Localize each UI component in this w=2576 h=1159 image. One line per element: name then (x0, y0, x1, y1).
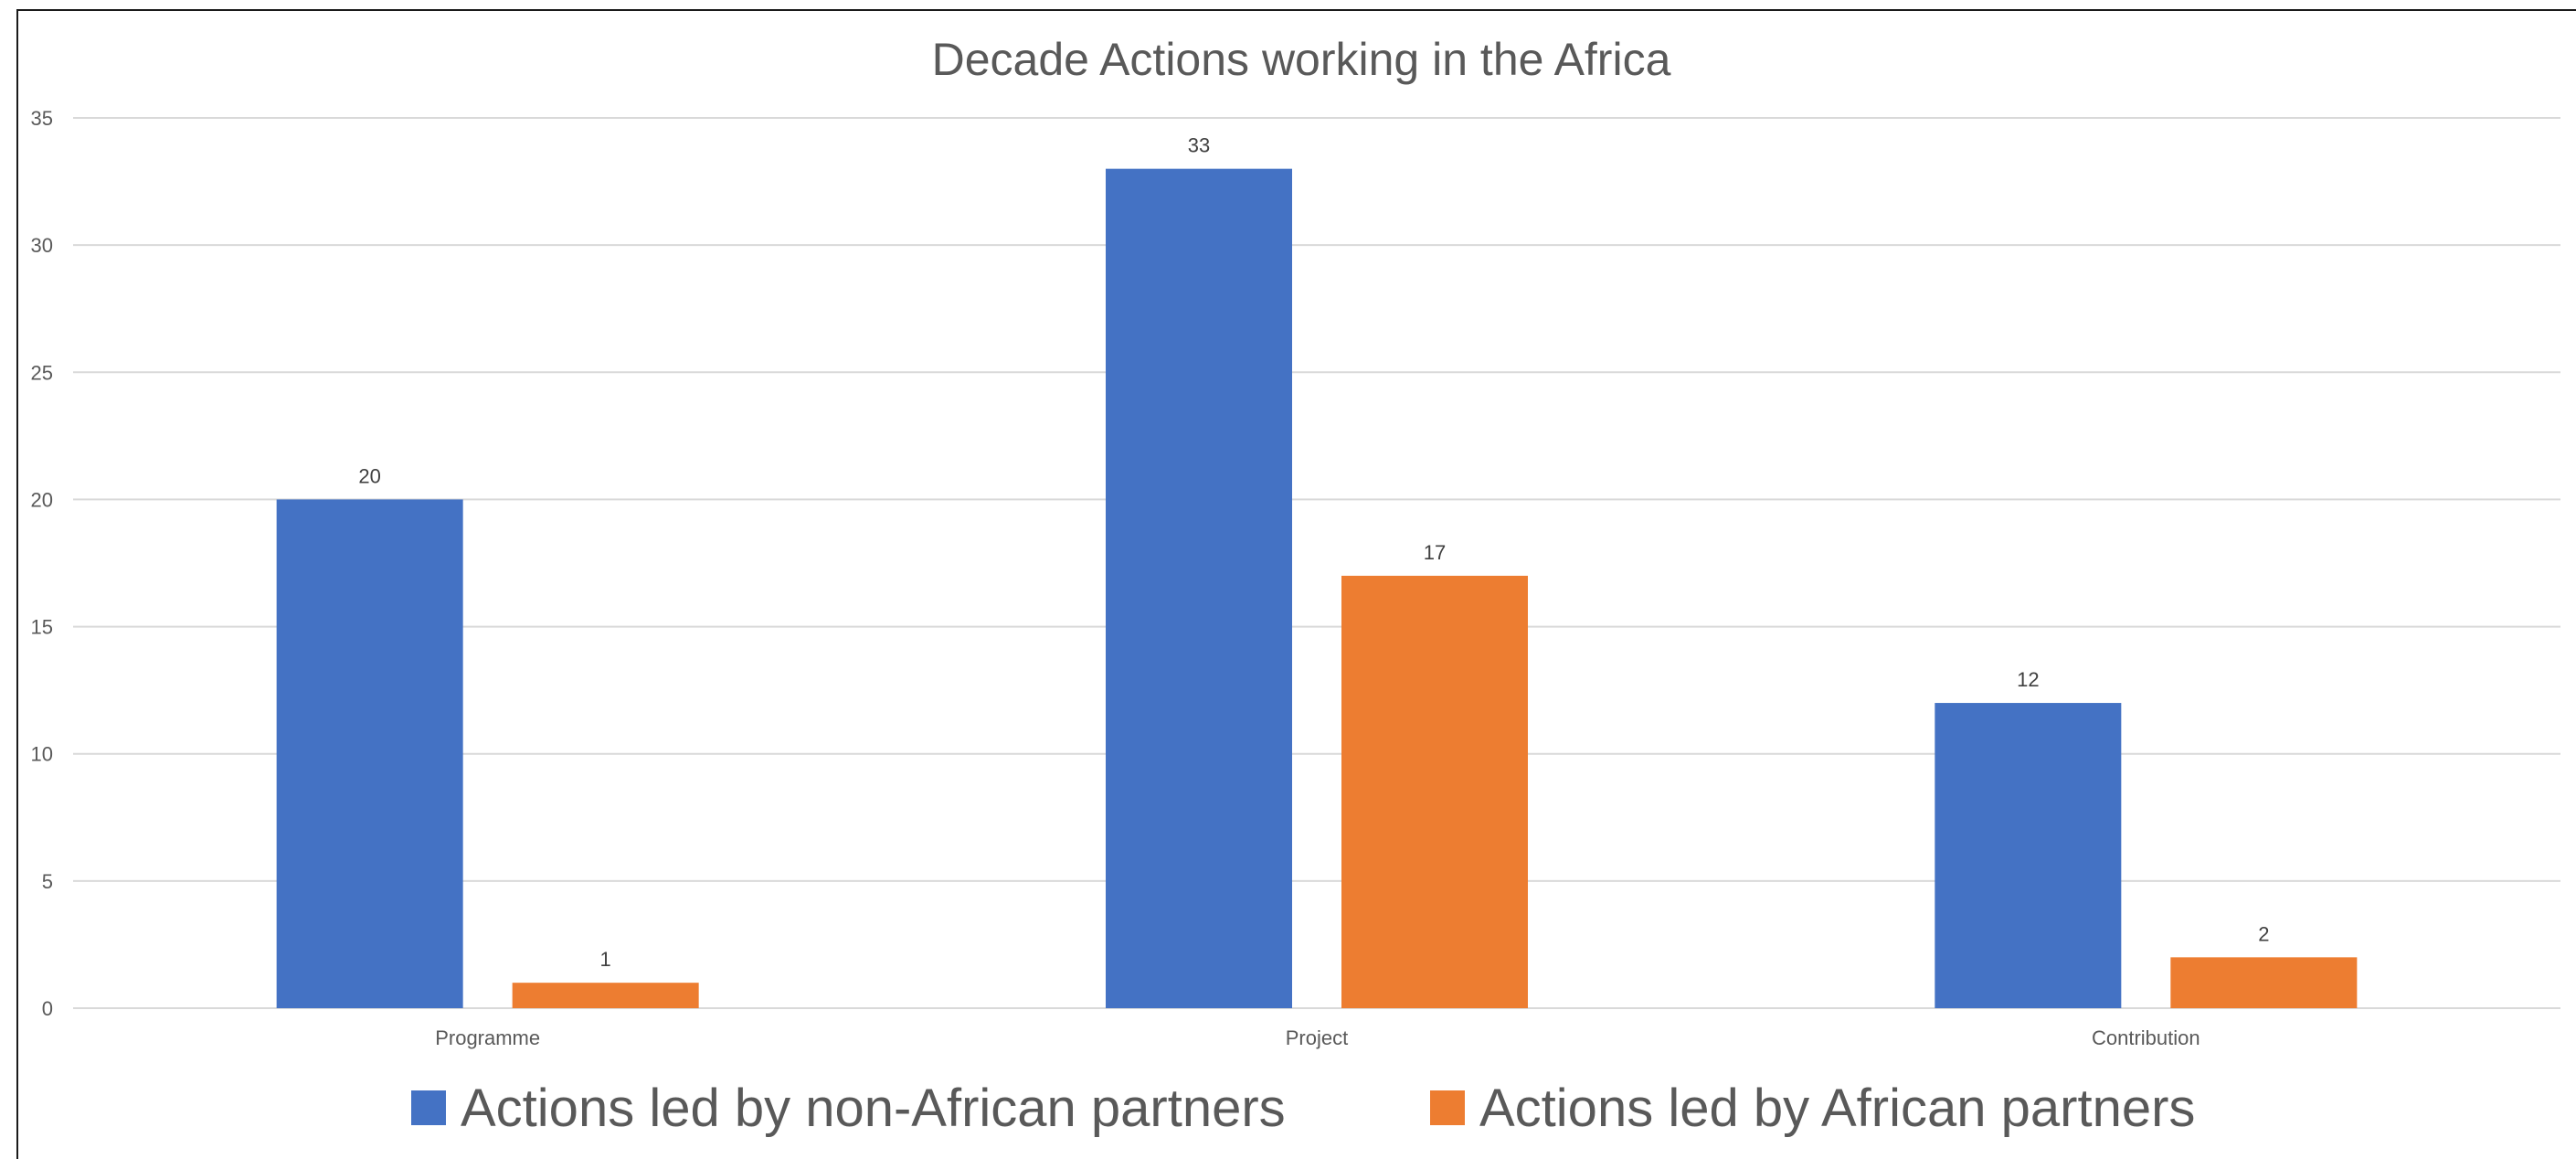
data-label-programme-series-2: 1 (600, 948, 611, 971)
bar-contribution-series-1 (1935, 703, 2122, 1008)
bar-programme-series-1 (276, 499, 463, 1008)
data-label-project-series-1: 33 (1188, 134, 1210, 157)
chart-frame (16, 9, 2576, 1159)
bar-programme-series-2 (512, 983, 699, 1008)
y-tick-label-30: 30 (31, 234, 53, 257)
x-axis-category-labels: Programme Project Contribution (435, 1026, 2200, 1049)
y-tick-label-5: 5 (42, 870, 53, 893)
data-label-programme-series-1: 20 (358, 464, 380, 487)
legend-swatch-series-2 (1430, 1090, 1465, 1125)
category-label-project: Project (1286, 1026, 1348, 1049)
legend-label-series-2: Actions led by African partners (1479, 1079, 2195, 1138)
data-labels: 20 1 33 17 12 2 (358, 134, 2269, 972)
bar-project-series-1 (1106, 168, 1292, 1008)
gridlines (73, 117, 2560, 1009)
legend-swatch-series-1 (411, 1090, 446, 1125)
data-label-contribution-series-1: 12 (2017, 668, 2039, 691)
bars (276, 168, 2358, 1008)
category-label-programme: Programme (435, 1026, 540, 1049)
y-tick-label-35: 35 (31, 107, 53, 130)
legend: Actions led by non-African partners Actio… (411, 1079, 2195, 1138)
y-tick-label-0: 0 (42, 997, 53, 1020)
y-tick-label-10: 10 (31, 743, 53, 766)
y-axis-tick-labels: 0 5 10 15 20 25 30 35 (31, 107, 53, 1020)
bar-project-series-2 (1341, 575, 1528, 1008)
y-tick-label-15: 15 (31, 616, 53, 639)
y-tick-label-20: 20 (31, 488, 53, 511)
legend-label-series-1: Actions led by non-African partners (461, 1079, 1286, 1138)
chart-title: Decade Actions working in the Africa (932, 34, 1671, 85)
data-label-project-series-2: 17 (1424, 541, 1446, 564)
data-label-contribution-series-2: 2 (2258, 922, 2269, 945)
y-tick-label-25: 25 (31, 361, 53, 384)
bar-contribution-series-2 (2170, 957, 2358, 1008)
category-label-contribution: Contribution (2092, 1026, 2200, 1049)
